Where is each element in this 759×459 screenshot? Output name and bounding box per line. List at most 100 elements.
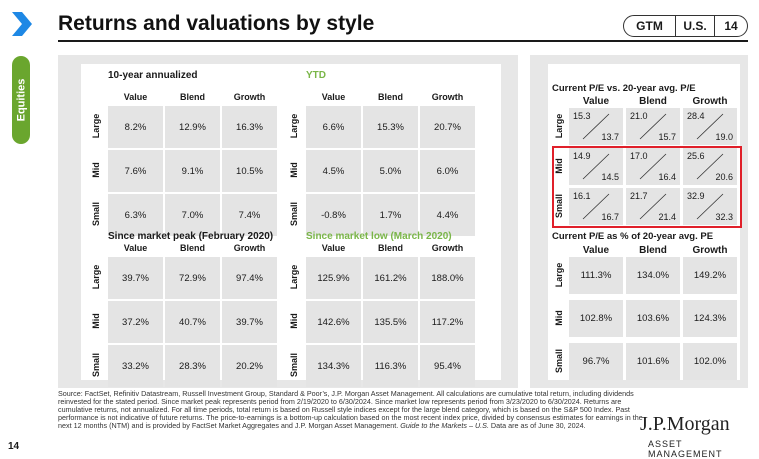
since-peak-cell: 39.7% — [222, 301, 277, 343]
pe-cell-diagonal — [582, 193, 610, 220]
since-peak-column-header: Growth — [233, 243, 266, 253]
pe-row-label: Large — [554, 113, 564, 138]
ytd-cell: 1.7% — [363, 194, 418, 236]
pe-column-header: Value — [582, 96, 610, 107]
pe-cell: 17.0 16.4 — [626, 148, 680, 185]
since-peak-column-header: Value — [123, 243, 148, 253]
ytd-cell: -0.8% — [306, 194, 361, 236]
ytd-cell: 4.5% — [306, 150, 361, 192]
since-low-cell: 142.6% — [306, 301, 361, 343]
since-peak-cell: 20.2% — [222, 345, 277, 387]
ytd-row-label: Large — [289, 113, 299, 139]
ytd-cell: 6.6% — [306, 106, 361, 148]
pe-current-value: 21.0 — [630, 111, 648, 121]
jpmorgan-logo-subtitle: ASSET MANAGEMENT — [648, 439, 723, 459]
section-tab-equities[interactable]: Equities — [12, 56, 30, 144]
pe-cell-diagonal — [582, 153, 610, 180]
ten-year-cell: 9.1% — [165, 150, 220, 192]
since-low-cell: 161.2% — [363, 257, 418, 299]
pe-cell: 15.3 13.7 — [569, 108, 623, 145]
ten-year-cell: 16.3% — [222, 106, 277, 148]
footnote-publication: Guide to the Markets – U.S. — [400, 421, 489, 431]
since-low-cell: 188.0% — [420, 257, 475, 299]
pe-column-header: Growth — [692, 96, 728, 107]
section-tab-label: Equities — [15, 78, 28, 122]
pe-title: Current P/E vs. 20-year avg. P/E — [552, 83, 696, 94]
pe-average-value: 14.5 — [601, 172, 619, 182]
pe-cell: 14.9 14.5 — [569, 148, 623, 185]
pe-cell: 21.0 15.7 — [626, 108, 680, 145]
pe-pct-cell: 102.0% — [683, 343, 737, 380]
ytd-title: YTD — [306, 70, 326, 81]
since-low-cell: 116.3% — [363, 345, 418, 387]
tag-page-number: 14 — [714, 15, 748, 37]
pe-cell: 25.6 20.6 — [683, 148, 737, 185]
since-peak-cell: 40.7% — [165, 301, 220, 343]
pe-pct-column-header: Growth — [692, 245, 728, 256]
pe-average-value: 16.7 — [601, 212, 619, 222]
ten-year-cell: 8.2% — [108, 106, 163, 148]
since-low-title: Since market low (March 2020) — [306, 231, 452, 242]
pe-current-value: 15.3 — [573, 111, 591, 121]
pe-pct-cell: 96.7% — [569, 343, 623, 380]
footnote-date: Data are as of June 30, 2024. — [488, 421, 586, 431]
since-peak-row-label: Large — [91, 264, 101, 290]
ten-year-cell: 10.5% — [222, 150, 277, 192]
since-peak-cell: 33.2% — [108, 345, 163, 387]
pe-pct-row-label: Mid — [554, 309, 564, 326]
ten-year-cell: 7.6% — [108, 150, 163, 192]
pe-current-value: 17.0 — [630, 151, 648, 161]
since-low-column-header: Value — [321, 243, 346, 253]
since-peak-title: Since market peak (February 2020) — [108, 231, 274, 242]
mid-cap-highlight-box — [552, 146, 742, 228]
pe-pct-column-header: Blend — [639, 245, 667, 256]
chevron-right-icon[interactable] — [8, 10, 36, 38]
ten-year-row-label: Small — [91, 202, 101, 227]
pe-cell-diagonal — [696, 193, 724, 220]
pe-cell: 28.4 19.0 — [683, 108, 737, 145]
pe-cell-diagonal — [639, 113, 667, 140]
pe-cell: 16.1 16.7 — [569, 188, 623, 225]
jpmorgan-logo: J.P.Morgan — [640, 413, 730, 435]
pe-average-value: 19.0 — [715, 132, 733, 142]
ytd-cell: 5.0% — [363, 150, 418, 192]
since-low-cell: 135.5% — [363, 301, 418, 343]
pe-pct-cell: 134.0% — [626, 257, 680, 294]
pe-average-value: 16.4 — [658, 172, 676, 182]
tag-region: U.S. — [675, 15, 715, 37]
title-divider — [58, 40, 748, 42]
pe-average-value: 32.3 — [715, 212, 733, 222]
ten-year-column-header: Growth — [233, 92, 266, 102]
pe-current-value: 14.9 — [573, 151, 591, 161]
page-title: Returns and valuations by style — [58, 12, 375, 35]
since-peak-cell: 37.2% — [108, 301, 163, 343]
pe-pct-cell: 102.8% — [569, 300, 623, 337]
since-low-cell: 125.9% — [306, 257, 361, 299]
since-low-column-header: Growth — [431, 243, 464, 253]
pe-pct-row-label: Large — [554, 262, 564, 287]
pe-average-value: 21.4 — [658, 212, 676, 222]
ten-year-row-label: Large — [91, 113, 101, 139]
pe-pct-cell: 111.3% — [569, 257, 623, 294]
pe-current-value: 25.6 — [687, 151, 705, 161]
ytd-row-label: Small — [289, 202, 299, 227]
ytd-cell: 20.7% — [420, 106, 475, 148]
since-peak-cell: 39.7% — [108, 257, 163, 299]
pe-pct-title: Current P/E as % of 20-year avg. PE — [552, 231, 714, 242]
since-peak-cell: 72.9% — [165, 257, 220, 299]
pe-pct-cell: 124.3% — [683, 300, 737, 337]
since-low-cell: 134.3% — [306, 345, 361, 387]
footnote: Source: FactSet, Refinitiv Datastream, R… — [58, 389, 648, 431]
ten-year-cell: 7.4% — [222, 194, 277, 236]
since-low-cell: 117.2% — [420, 301, 475, 343]
ytd-row-label: Mid — [289, 162, 299, 178]
ytd-cell: 4.4% — [420, 194, 475, 236]
ytd-column-header: Blend — [377, 92, 403, 102]
ten-year-title: 10-year annualized — [108, 70, 198, 81]
ten-year-row-label: Mid — [91, 162, 101, 178]
left-sidebar: Equities 14 — [0, 0, 44, 459]
pe-current-value: 28.4 — [687, 111, 705, 121]
ten-year-cell: 7.0% — [165, 194, 220, 236]
pe-pct-cell: 103.6% — [626, 300, 680, 337]
ten-year-column-header: Blend — [179, 92, 205, 102]
